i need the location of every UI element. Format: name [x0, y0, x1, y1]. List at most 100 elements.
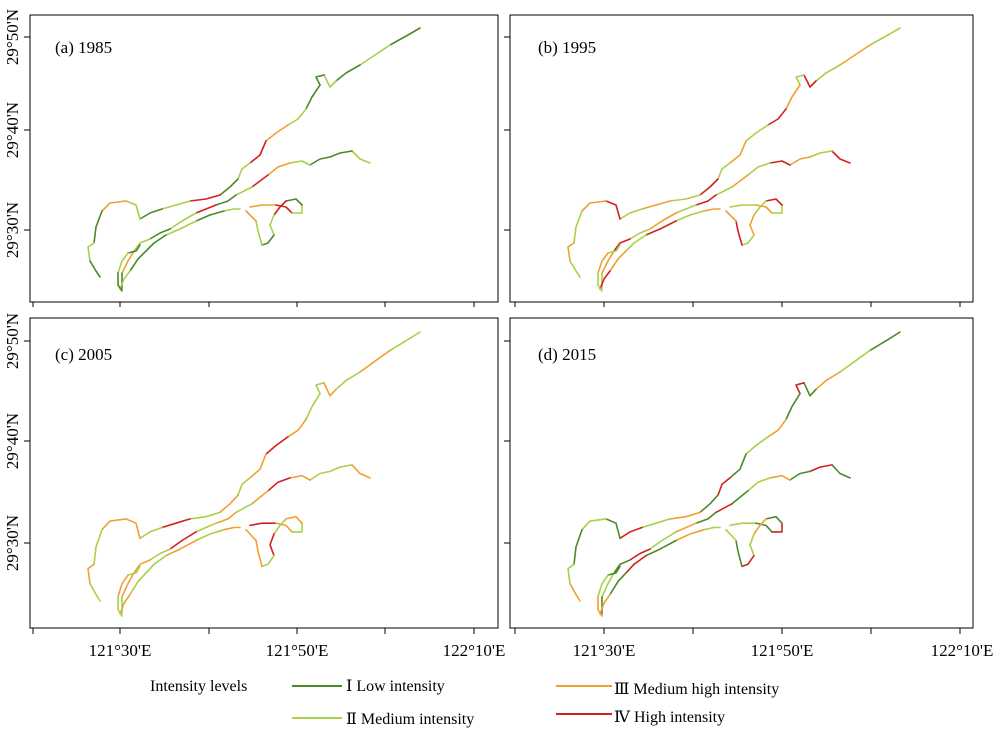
coastline-segment-b-2-4 — [645, 220, 677, 236]
coastline-segment-a-2-0 — [223, 208, 241, 212]
coastline-segment-b-3-2 — [755, 204, 773, 214]
coastline-segment-d-0-26 — [619, 526, 643, 540]
panel-b-label: (b) 1995 — [538, 38, 596, 57]
coastline-segment-b-1-24 — [601, 250, 615, 274]
coastline-segment-b-1-20 — [629, 228, 651, 240]
coastline-segment-b-1-6 — [769, 160, 791, 166]
coastline-segment-b-3-8 — [753, 200, 767, 216]
coastline-segment-c-2-8 — [129, 572, 147, 596]
coastline-segment-c-1-12 — [235, 503, 253, 514]
coastline-segment-a-1-0 — [351, 150, 371, 164]
coastline-segment-b-0-0 — [869, 27, 901, 46]
coastline-segment-c-0-22 — [189, 511, 221, 520]
panel-b-frame — [509, 14, 974, 303]
coastline-segment-b-2-8 — [609, 250, 627, 272]
y-tick-label-40N-bottom: 29°40'N — [3, 413, 22, 469]
coastline-segment-c-3-8 — [273, 518, 287, 535]
coastline-segment-c-3-4 — [291, 522, 303, 533]
coastline-segment-c-3-12 — [261, 554, 275, 568]
coastline-segment-d-1-8 — [747, 477, 771, 492]
coastline-segment-a-0-20 — [219, 178, 239, 196]
coastline-segment-a-0-30 — [101, 200, 127, 212]
coastline-segment-d-0-6 — [803, 382, 817, 397]
coastline-segment-b-3-10 — [749, 214, 755, 236]
coastline-segment-c-0-14 — [265, 436, 289, 455]
coastline-segment-c-1-4 — [309, 470, 331, 481]
coastline-segment-b-4-0 — [607, 244, 621, 254]
coastline-segment-d-4-0 — [607, 565, 621, 576]
coastline-segment-c-1-10 — [251, 490, 269, 505]
coastline-segment-a-0-8 — [315, 74, 325, 86]
coastline-segment-c-1-0 — [351, 464, 371, 479]
coastline-segment-b-0-20 — [699, 178, 719, 196]
coastline-segment-b-0-8 — [795, 74, 805, 86]
coastline-segment-c-0-24 — [161, 518, 191, 529]
y-axis-top: 29°50'N 29°40'N 29°30'N — [3, 9, 510, 258]
legend: Intensity levels Ⅰ Low intensity Ⅱ Mediu… — [150, 678, 779, 728]
coastline-segment-d-3-8 — [753, 518, 767, 535]
panel-c: (c) 2005 — [29, 317, 499, 629]
coastline-segment-a-0-26 — [139, 208, 163, 220]
x-axis-top-ticks — [32, 302, 961, 307]
x-tick-label-121-50-left: 121°50'E — [266, 641, 329, 660]
y-axis-bottom: 29°50'N 29°40'N 29°30'N — [3, 313, 510, 571]
coastline-segment-a-2-6 — [145, 234, 167, 252]
x-tick-label-121-50-right: 121°50'E — [751, 641, 814, 660]
x-tick-label-121-30-left: 121°30'E — [89, 641, 152, 660]
coastline-segment-d-3-16 — [725, 528, 737, 542]
coastline-segment-a-4-2 — [117, 252, 129, 274]
coastline-segment-a-3-14 — [255, 220, 263, 246]
coastline-segment-d-1-0 — [831, 464, 851, 479]
coastline-segment-d-1-10 — [731, 490, 749, 505]
coastline-segment-c-0-0 — [389, 331, 421, 352]
coastline-segment-d-1-4 — [789, 470, 811, 481]
coastline-segment-a-2-10 — [119, 270, 131, 290]
coastline-segment-c-0-12 — [287, 418, 307, 438]
coastline-segment-d-3-0 — [729, 522, 757, 527]
coastline-segment-b-1-2 — [809, 150, 833, 158]
coastline-segment-d-3-6 — [765, 515, 783, 524]
coastline-segment-d-1-2 — [809, 464, 833, 473]
x-tick-label-122-10-right: 122°10'E — [931, 641, 994, 660]
panel-a-coastline — [87, 27, 421, 292]
coastline-segment-d-0-20 — [699, 494, 719, 514]
coastline-segment-c-2-2 — [195, 528, 225, 542]
coastline-segment-d-1-22 — [613, 559, 631, 574]
coastline-segment-b-4-2 — [597, 252, 609, 274]
panel-d: (d) 2015 — [509, 317, 974, 629]
coastline-segment-a-3-12 — [261, 234, 275, 246]
coastline-segment-d-2-0 — [703, 526, 721, 531]
coastline-segment-c-0-16 — [249, 453, 267, 479]
coastline-segment-c-3-2 — [275, 522, 293, 533]
coastline-segment-a-1-8 — [267, 162, 291, 176]
coastline-segment-d-0-2 — [839, 349, 871, 373]
coastline-segment-a-0-34 — [87, 242, 95, 262]
coastline-segment-a-1-16 — [195, 204, 217, 214]
coastline-segment-b-1-14 — [695, 194, 717, 206]
coastline-segment-c-0-36 — [89, 582, 101, 602]
coastline-segment-d-0-8 — [795, 382, 805, 395]
coastline-segment-c-3-10 — [269, 533, 275, 557]
legend-title: Intensity levels — [150, 678, 247, 695]
coastline-segment-d-2-4 — [645, 539, 677, 557]
coastline-segment-c-1-6 — [289, 474, 311, 481]
panel-d-frame — [509, 317, 974, 629]
coastline-segment-c-1-14 — [215, 511, 237, 524]
coastline-segment-a-1-14 — [215, 194, 237, 206]
coastline-segment-d-0-0 — [869, 331, 901, 352]
coastline-segment-a-1-2 — [329, 150, 353, 158]
coastline-segment-d-0-14 — [745, 436, 769, 455]
coastline-segment-b-0-18 — [717, 162, 731, 180]
coastline-segment-a-3-0 — [249, 204, 277, 208]
coastline-segment-a-0-14 — [265, 124, 289, 142]
coastline-segment-a-0-28 — [125, 200, 141, 220]
coastline-segment-a-3-8 — [273, 200, 287, 216]
panel-c-frame — [29, 317, 499, 629]
coastline-segment-b-2-10 — [599, 270, 611, 290]
panel-a-label: (a) 1985 — [55, 38, 112, 57]
coastline-segment-c-0-32 — [93, 528, 103, 566]
coastline-segment-d-1-14 — [695, 511, 717, 524]
coastline-segment-b-3-6 — [765, 198, 783, 206]
coastline-segment-d-0-30 — [581, 518, 607, 531]
coastline-segment-b-2-6 — [625, 234, 647, 252]
